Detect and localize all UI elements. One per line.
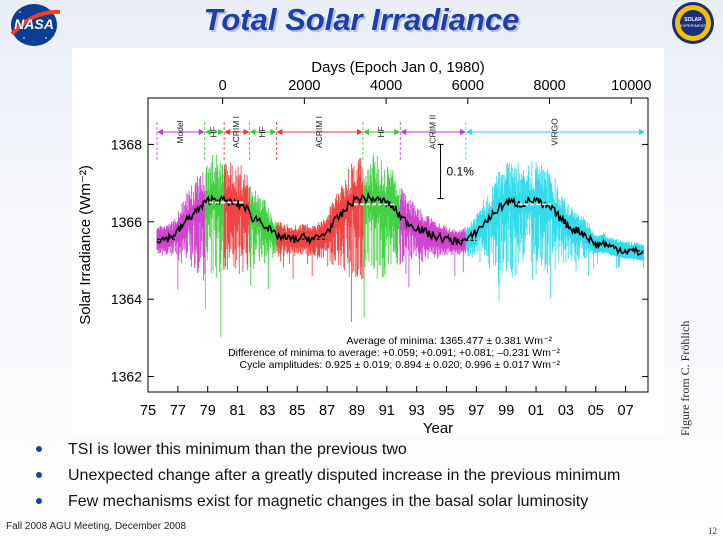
x-tick-label: 83 bbox=[259, 403, 275, 419]
instrument-arrow-icon bbox=[465, 129, 472, 135]
top-tick-label: 4000 bbox=[370, 78, 402, 94]
instrument-arrow-icon bbox=[218, 129, 225, 135]
bullet-item: Few mechanisms exist for magnetic change… bbox=[36, 493, 620, 519]
tsi-chart-frame: 0.1% Model HF ACRIM I HF ACRIM I HF ACRIM II VIR… bbox=[72, 48, 664, 434]
bullet-dot-icon bbox=[36, 446, 42, 452]
y-tick-label: 1362 bbox=[111, 369, 142, 385]
bullet-dot-icon bbox=[36, 472, 42, 478]
x-tick-label: 91 bbox=[379, 403, 395, 419]
annotation-average-minima: Average of minima: 1365.477 ± 0.381 Wm⁻² bbox=[347, 335, 553, 347]
x-tick-label: 77 bbox=[170, 403, 186, 419]
instrument-arrow-icon bbox=[276, 129, 283, 135]
instrument-arrow-icon bbox=[198, 129, 205, 135]
x-tick-label: 93 bbox=[409, 403, 425, 419]
x-tick-label: 89 bbox=[349, 403, 365, 419]
bullet-item: TSI is lower this minimum than the previ… bbox=[36, 441, 620, 467]
x-tick-label: 75 bbox=[140, 403, 156, 419]
x-tick-label: 79 bbox=[200, 403, 216, 419]
page-number: 12 bbox=[708, 526, 717, 536]
x-tick-label: 05 bbox=[588, 403, 604, 419]
bullet-text: Few mechanisms exist for magnetic change… bbox=[68, 493, 589, 510]
instrument-arrow-icon bbox=[459, 129, 466, 135]
x-tick-label: 99 bbox=[498, 403, 514, 419]
x-axis-label: Year bbox=[423, 420, 453, 434]
y-axis-label: Solar Irradiance (Wm⁻²) bbox=[77, 165, 94, 325]
y-tick-label: 1364 bbox=[111, 291, 142, 307]
scale-bar-label: 0.1% bbox=[447, 165, 475, 179]
bullet-text: TSI is lower this minimum than the previ… bbox=[68, 441, 407, 458]
top-axis-label: Days (Epoch Jan 0, 1980) bbox=[311, 59, 484, 76]
top-tick-label: 0 bbox=[219, 78, 227, 94]
instrument-arrow-icon bbox=[400, 129, 407, 135]
instrument-arrow-icon bbox=[270, 129, 277, 135]
instrument-arrow-icon bbox=[639, 129, 646, 135]
slide-title: Total Solar Irradiance bbox=[203, 2, 520, 37]
figure-credit: Figure from C. Fröhlich bbox=[678, 320, 692, 436]
x-tick-label: 87 bbox=[319, 403, 335, 419]
instrument-label: HF bbox=[376, 126, 386, 137]
top-tick-label: 6000 bbox=[452, 78, 484, 94]
instrument-label: HF bbox=[257, 126, 267, 137]
annotation-difference-minima: Difference of minima to average: +0.059;… bbox=[228, 347, 560, 359]
instrument-arrow-icon bbox=[224, 129, 231, 135]
x-tick-label: 81 bbox=[229, 403, 245, 419]
instrument-label: HF bbox=[209, 126, 219, 137]
running-mean-line bbox=[156, 191, 644, 256]
instrument-label: ACRIM II bbox=[427, 115, 437, 149]
instrument-label: ACRIM I bbox=[231, 116, 241, 148]
bullet-dot-icon bbox=[36, 498, 42, 504]
nasa-logo: NASA bbox=[6, 2, 64, 53]
y-tick-label: 1366 bbox=[111, 214, 142, 230]
x-tick-label: 97 bbox=[468, 403, 484, 419]
instrument-arrow-icon bbox=[394, 129, 401, 135]
x-tick-label: 01 bbox=[528, 403, 544, 419]
instrument-arrow-icon bbox=[356, 129, 363, 135]
svg-text:SOLAR: SOLAR bbox=[684, 17, 702, 23]
svg-text:EXPERIMENT: EXPERIMENT bbox=[680, 23, 707, 28]
instrument-arrow-icon bbox=[156, 129, 163, 135]
x-tick-label: 95 bbox=[438, 403, 454, 419]
top-tick-label: 2000 bbox=[288, 78, 320, 94]
top-tick-label: 10000 bbox=[611, 78, 651, 94]
svg-text:NASA: NASA bbox=[14, 16, 54, 32]
top-tick-label: 8000 bbox=[533, 78, 565, 94]
instrument-label: VIRGO bbox=[550, 118, 560, 146]
instrument-label: Model bbox=[175, 120, 185, 143]
footer-text: Fall 2008 AGU Meeting, December 2008 bbox=[6, 521, 187, 532]
plot-frame bbox=[147, 97, 649, 393]
tsi-chart: 0.1% Model HF ACRIM I HF ACRIM I HF ACRIM II VIR… bbox=[77, 59, 651, 434]
sorce-logo: SOLAR EXPERIMENT bbox=[667, 0, 719, 51]
bullet-list: TSI is lower this minimum than the previ… bbox=[36, 441, 620, 519]
instrument-arrow-icon bbox=[204, 129, 211, 135]
y-tick-label: 1368 bbox=[111, 136, 142, 152]
bullet-text: Unexpected change after a greatly disput… bbox=[68, 467, 621, 484]
annotation-cycle-amplitudes: Cycle amplitudes: 0.925 ± 0.019; 0.894 ±… bbox=[239, 359, 560, 371]
instrument-arrow-icon bbox=[243, 129, 250, 135]
bullet-item: Unexpected change after a greatly disput… bbox=[36, 467, 620, 493]
instrument-arrow-icon bbox=[362, 129, 369, 135]
x-tick-label: 07 bbox=[618, 403, 634, 419]
x-tick-label: 03 bbox=[558, 403, 574, 419]
instrument-arrow-icon bbox=[249, 129, 256, 135]
instrument-label: ACRIM I bbox=[314, 116, 324, 148]
x-tick-label: 85 bbox=[289, 403, 305, 419]
